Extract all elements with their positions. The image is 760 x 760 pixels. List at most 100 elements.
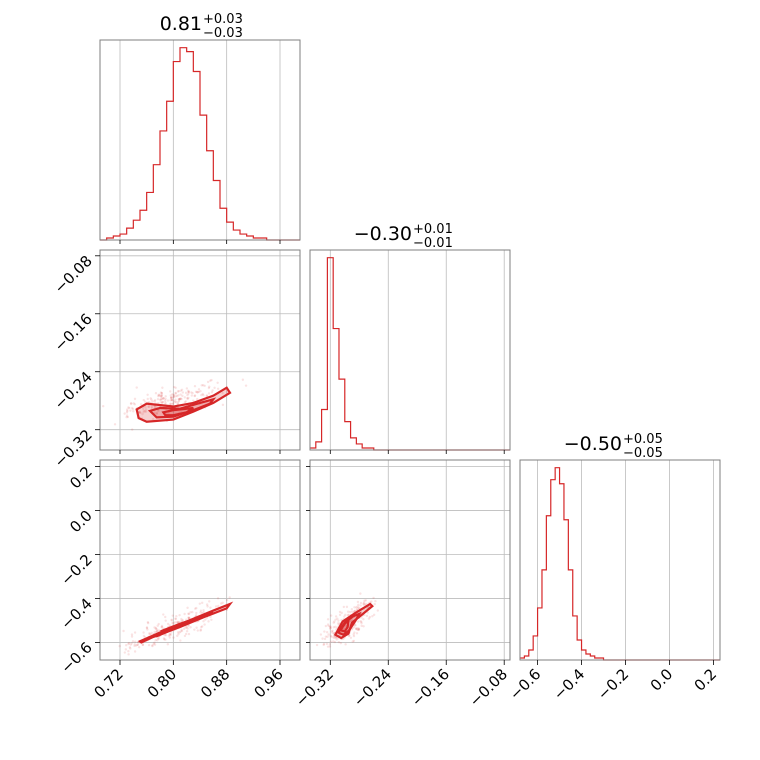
x-axis-param-3: −0.6 −0.4 −0.2 0.0 0.2 xyxy=(506,660,720,704)
sample-point xyxy=(216,387,220,390)
sample-point xyxy=(169,399,172,402)
sample-point xyxy=(174,400,177,403)
sample-point xyxy=(125,415,128,419)
panel-frame xyxy=(309,249,511,451)
title-upper-error: +0.01 xyxy=(413,222,453,237)
sample-point xyxy=(154,391,158,395)
sample-point xyxy=(198,602,202,605)
sample-point xyxy=(154,405,157,409)
sample-point xyxy=(330,635,333,638)
sample-point xyxy=(352,639,356,643)
sample-point xyxy=(344,643,347,646)
x-tick-label: −0.24 xyxy=(350,665,395,710)
sample-point xyxy=(200,384,203,387)
sample-point xyxy=(181,619,185,622)
sample-point xyxy=(329,614,333,617)
sample-point xyxy=(126,408,129,411)
sample-point xyxy=(331,631,334,634)
sample-point xyxy=(324,624,328,628)
sample-point xyxy=(127,653,130,656)
sample-point xyxy=(139,403,143,406)
sample-point xyxy=(180,617,183,621)
sample-point xyxy=(336,617,339,620)
sample-point xyxy=(129,643,132,646)
sample-point xyxy=(148,633,151,636)
sample-point xyxy=(156,630,159,633)
sample-point xyxy=(174,392,178,395)
sample-point xyxy=(208,385,211,388)
panel-frame xyxy=(99,459,301,661)
sample-point xyxy=(170,618,173,621)
sample-point xyxy=(157,637,160,640)
sample-point xyxy=(178,397,182,400)
sample-point xyxy=(157,409,160,413)
sample-point xyxy=(347,613,350,617)
sample-point xyxy=(184,626,187,629)
sample-point xyxy=(130,642,133,645)
sample-point xyxy=(184,391,188,395)
sample-point xyxy=(126,415,130,419)
sample-point xyxy=(203,623,206,626)
param-title-1: 0.81 +0.03−0.03 xyxy=(160,12,243,41)
sample-point xyxy=(194,390,198,394)
sample-point xyxy=(343,615,346,618)
sample-point xyxy=(362,603,365,606)
sample-point xyxy=(200,393,203,397)
sample-point xyxy=(155,628,159,631)
sample-point xyxy=(141,407,145,410)
sample-point xyxy=(202,394,205,397)
sample-point xyxy=(202,620,205,623)
sample-point xyxy=(219,602,223,605)
sample-point xyxy=(169,402,172,405)
sample-point xyxy=(162,397,165,400)
sample-point xyxy=(179,639,182,642)
sample-point xyxy=(327,624,330,628)
sample-point xyxy=(155,629,159,633)
sample-point xyxy=(352,634,356,638)
sample-point xyxy=(353,606,356,609)
sample-point xyxy=(143,400,147,403)
histogram-panel-2: −0.30 +0.01−0.01 xyxy=(309,222,511,451)
y-tick-label: −0.08 xyxy=(51,252,96,297)
x-tick-label: 0.0 xyxy=(647,665,677,695)
sample-point xyxy=(162,637,166,640)
sample-point xyxy=(187,392,190,395)
sample-point xyxy=(357,628,361,632)
sample-point xyxy=(210,391,214,394)
sample-point xyxy=(334,625,337,629)
sample-point xyxy=(177,398,180,401)
sample-point xyxy=(195,611,198,615)
sample-point xyxy=(181,391,185,394)
sample-point xyxy=(157,629,160,632)
sample-point xyxy=(133,650,137,653)
y-tick-label: −0.6 xyxy=(57,639,95,677)
sample-point xyxy=(146,621,150,624)
sample-point xyxy=(150,631,153,635)
y-tick-label: −0.24 xyxy=(51,368,96,413)
sample-point xyxy=(328,645,332,648)
sample-point xyxy=(170,402,173,406)
param-title-2: −0.30 +0.01−0.01 xyxy=(354,222,453,251)
sample-point xyxy=(199,389,202,393)
sample-point xyxy=(145,626,149,629)
sample-point xyxy=(187,390,191,393)
sample-point xyxy=(359,592,362,595)
sample-point xyxy=(177,400,180,404)
sample-point xyxy=(372,596,375,600)
sample-point xyxy=(201,384,205,387)
sample-point xyxy=(376,609,379,612)
sample-point xyxy=(178,398,181,401)
x-tick-label: −0.32 xyxy=(292,665,337,710)
sample-point xyxy=(331,629,334,633)
sample-point xyxy=(169,396,173,400)
sample-point xyxy=(174,395,177,398)
sample-point xyxy=(144,408,148,411)
sample-point xyxy=(337,619,340,622)
sample-point xyxy=(163,399,167,402)
histogram-grid xyxy=(329,250,505,450)
sample-point xyxy=(356,600,360,604)
sample-point xyxy=(160,401,164,405)
sample-point xyxy=(125,414,129,417)
sample-point xyxy=(171,614,174,617)
sample-point xyxy=(161,400,164,404)
